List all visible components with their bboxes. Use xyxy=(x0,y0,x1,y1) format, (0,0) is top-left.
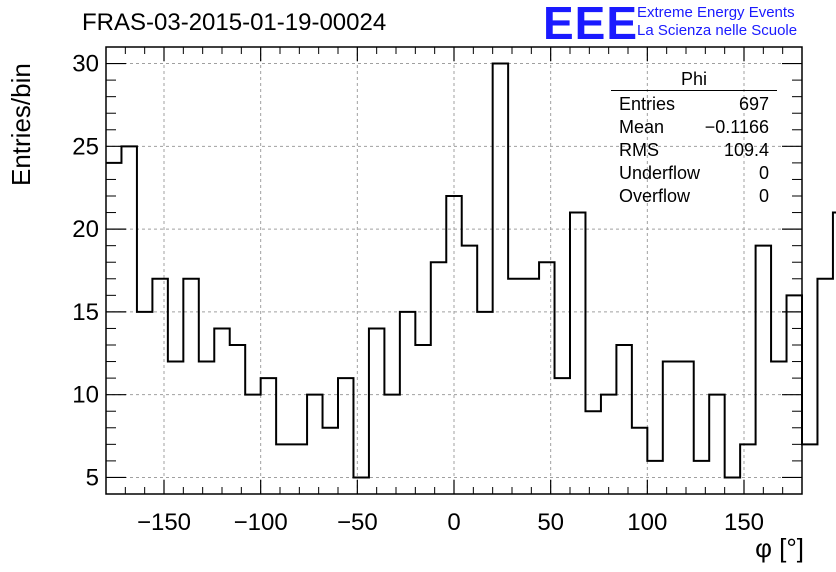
y-tick-label: 5 xyxy=(86,464,99,491)
stats-label: Overflow xyxy=(619,186,691,206)
histogram-bin xyxy=(245,395,260,494)
histogram-bin xyxy=(183,279,198,494)
histogram-bin xyxy=(292,444,307,494)
stats-row-entries: Entries 697 xyxy=(611,93,777,116)
y-axis-label-wrap: Entries/bin xyxy=(6,46,38,186)
stats-value: 109.4 xyxy=(723,140,769,160)
y-tick-label: 25 xyxy=(72,133,99,160)
grid-lines xyxy=(106,47,802,494)
histogram-bin xyxy=(121,146,136,494)
x-tick-label: 0 xyxy=(447,509,460,536)
axis-tick-labels: −150 −100 −50 0 50 100 150 5 10 15 20 25 30 xyxy=(72,51,764,536)
histogram-bin xyxy=(462,246,477,494)
y-tick-label: 20 xyxy=(72,216,99,243)
axis-ticks xyxy=(105,46,803,495)
x-tick-label: −50 xyxy=(337,509,378,536)
histogram-bin xyxy=(508,279,523,494)
logo-line-2: La Scienza nelle Scuole xyxy=(637,22,798,39)
y-tick-label: 30 xyxy=(72,51,99,78)
histogram-bin xyxy=(137,312,152,494)
stats-label: Mean xyxy=(619,117,665,137)
histogram-bin xyxy=(585,411,600,494)
histogram-bin xyxy=(199,362,214,494)
histogram-bin xyxy=(539,262,554,494)
histogram-bin xyxy=(756,246,771,494)
eee-logo: EEE xyxy=(543,0,639,49)
x-tick-label: −150 xyxy=(137,509,191,536)
histogram-bin xyxy=(214,328,229,494)
logo-caption: Extreme Energy Events La Scienza nelle S… xyxy=(637,4,797,40)
histogram-bin xyxy=(338,378,353,494)
histogram-bin xyxy=(663,362,678,494)
histogram-bin xyxy=(616,345,631,494)
histogram-bin xyxy=(369,328,384,494)
chart-title: FRAS-03-2015-01-19-00024 xyxy=(82,9,387,36)
histogram-bin xyxy=(555,378,570,494)
stats-row-mean: Mean −0.1166 xyxy=(611,116,777,139)
stats-title: Phi xyxy=(611,68,777,91)
histogram-bin xyxy=(431,262,446,494)
stats-value: 697 xyxy=(738,94,769,114)
x-tick-label: 150 xyxy=(724,509,764,536)
histogram-bin xyxy=(384,395,399,494)
stats-label: Underflow xyxy=(619,163,701,183)
histogram-bin xyxy=(353,477,368,494)
stats-label: Entries xyxy=(619,94,676,114)
histogram-bin xyxy=(152,279,167,494)
stats-value: 0 xyxy=(758,186,769,206)
logo-line-1: Extreme Energy Events xyxy=(637,4,795,21)
histogram-bin xyxy=(709,395,724,494)
y-tick-label: 10 xyxy=(72,382,99,409)
histogram-bin xyxy=(740,444,755,494)
histogram-bin xyxy=(400,312,415,494)
stats-row-overflow: Overflow 0 xyxy=(611,185,777,208)
histogram-bin xyxy=(632,428,647,494)
x-tick-label: −100 xyxy=(234,509,288,536)
histogram-bin xyxy=(415,345,430,494)
stats-value: −0.1166 xyxy=(704,117,769,137)
stats-value: 0 xyxy=(758,163,769,183)
histogram-bin xyxy=(678,362,693,494)
histogram-outline xyxy=(106,62,836,479)
x-axis-label: φ [°] xyxy=(755,533,804,563)
histogram-bin xyxy=(570,213,585,494)
histogram-bin xyxy=(601,395,616,494)
histogram-bin xyxy=(477,312,492,494)
y-tick-label: 15 xyxy=(72,299,99,326)
histogram-bin xyxy=(771,362,786,494)
histogram-bin xyxy=(261,378,276,494)
stats-label: RMS xyxy=(619,140,659,160)
y-axis-label: Entries/bin xyxy=(6,63,36,186)
histogram-bin xyxy=(493,64,508,494)
x-tick-label: 50 xyxy=(537,509,564,536)
histogram-bin xyxy=(230,345,245,494)
histogram-bin xyxy=(307,395,322,494)
histogram-bin xyxy=(725,477,740,494)
histogram-bin xyxy=(524,279,539,494)
x-tick-label: 100 xyxy=(627,509,667,536)
histogram-bin xyxy=(802,444,817,494)
histogram-bin xyxy=(276,444,291,494)
stats-row-underflow: Underflow 0 xyxy=(611,162,777,185)
stats-row-rms: RMS 109.4 xyxy=(611,139,777,162)
histogram-bin xyxy=(817,279,832,494)
stats-box: Phi Entries 697 Mean −0.1166 RMS 109.4 U… xyxy=(611,68,777,208)
histogram-bin xyxy=(323,428,338,494)
histogram-bin xyxy=(168,362,183,494)
